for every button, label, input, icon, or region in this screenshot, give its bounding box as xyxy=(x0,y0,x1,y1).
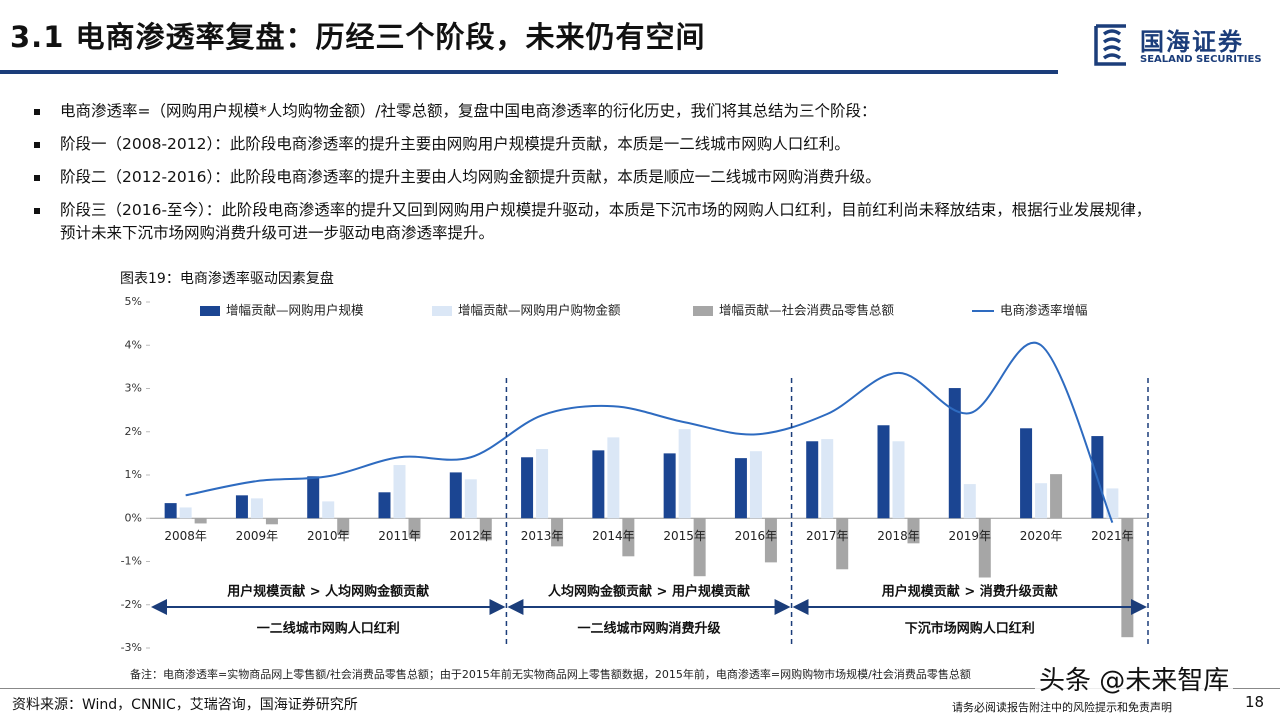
logo-text: 国海证券 xyxy=(1140,28,1244,56)
x-tick-label: 2015年 xyxy=(663,529,706,543)
bar xyxy=(551,518,564,547)
bar xyxy=(536,449,549,519)
phase-label: 下沉市场网购人口红利 xyxy=(905,621,1035,637)
y-tick-label: -1% xyxy=(121,555,142,568)
bar xyxy=(179,507,192,519)
bar xyxy=(1020,428,1033,519)
bar xyxy=(836,518,849,570)
note: 备注：电商渗透率=实物商品网上零售额/社会消费品零售总额；由于2015年前无实物… xyxy=(130,668,971,681)
bar xyxy=(449,472,462,519)
bar xyxy=(693,518,706,577)
phase-label: 一二线城市网购人口红利 xyxy=(257,621,400,637)
bar xyxy=(322,501,335,519)
bar xyxy=(464,479,477,519)
bullet-list: 电商渗透率=（网购用户规模*人均购物金额）/社零总额，复盘中国电商渗透率的衍化历… xyxy=(34,100,1164,255)
bar xyxy=(806,441,819,519)
line xyxy=(185,341,1114,523)
bar xyxy=(1050,474,1063,519)
page-number: 18 xyxy=(1245,693,1265,711)
phase-label: 一二线城市网购消费升级 xyxy=(577,621,721,637)
bar xyxy=(877,425,890,519)
x-tick-label: 2013年 xyxy=(521,529,564,543)
slide-title: 3.1 电商渗透率复盘：历经三个阶段，未来仍有空间 xyxy=(10,20,706,54)
bar xyxy=(235,495,248,519)
disclaimer: 请务必阅读报告附注中的风险提示和免责声明 xyxy=(952,701,1172,714)
bar xyxy=(663,453,676,519)
logo-subtext: SEALAND SECURITIES xyxy=(1140,54,1262,65)
x-tick-label: 2021年 xyxy=(1091,529,1134,543)
x-tick-label: 2016年 xyxy=(735,529,778,543)
chart-caption: 图表19：电商渗透率驱动因素复盘 xyxy=(120,271,334,287)
footer-rule xyxy=(0,688,1280,689)
y-tick-label: 4% xyxy=(125,338,142,351)
legend-label: 增幅贡献—网购用户购物金额 xyxy=(458,303,621,318)
bar xyxy=(1035,483,1048,519)
bar xyxy=(978,518,991,578)
source: 资料来源：Wind，CNNIC，艾瑞咨询，国海证券研究所 xyxy=(12,697,358,713)
bar xyxy=(592,450,605,519)
x-tick-label: 2019年 xyxy=(949,529,992,543)
bar xyxy=(892,441,905,519)
x-tick-label: 2010年 xyxy=(307,529,350,543)
y-tick-label: 0% xyxy=(125,511,142,524)
y-tick-label: 5% xyxy=(125,295,142,308)
bar xyxy=(948,388,961,519)
bar xyxy=(393,465,406,519)
x-tick-label: 2011年 xyxy=(378,529,421,543)
y-tick-label: -2% xyxy=(121,598,142,611)
bar xyxy=(164,503,177,519)
bar xyxy=(963,484,976,519)
x-tick-label: 2008年 xyxy=(164,529,207,543)
bar xyxy=(408,518,421,538)
y-tick-label: -3% xyxy=(121,641,142,654)
bar xyxy=(764,518,777,563)
legend-swatch xyxy=(432,306,452,316)
legend-label: 增幅贡献—社会消费品零售总额 xyxy=(719,303,895,318)
bullet: 阶段一（2008-2012）：此阶段电商渗透率的提升主要由网购用户规模提升贡献，… xyxy=(34,133,1164,156)
bar xyxy=(749,451,762,519)
x-tick-label: 2009年 xyxy=(236,529,279,543)
bar xyxy=(821,439,834,519)
bar xyxy=(479,518,492,541)
bar xyxy=(378,492,391,519)
y-tick-label: 2% xyxy=(125,425,142,438)
bar xyxy=(521,457,534,519)
bar xyxy=(307,476,320,519)
legend-label: 电商渗透率增幅 xyxy=(1000,303,1088,318)
phase-label: 人均网购金额贡献 > 用户规模贡献 xyxy=(548,584,750,600)
legend-swatch xyxy=(693,306,713,316)
bar xyxy=(265,518,278,525)
phase-label: 用户规模贡献 > 消费升级贡献 xyxy=(881,584,1058,600)
logo-icon xyxy=(1094,24,1126,66)
bar xyxy=(734,458,747,519)
bar xyxy=(622,518,635,557)
watermark: 头条 @未来智库 xyxy=(1035,660,1234,697)
x-tick-label: 2017年 xyxy=(806,529,849,543)
bar xyxy=(678,429,691,519)
y-tick-label: 1% xyxy=(125,468,142,481)
logo: 国海证券 SEALAND SECURITIES xyxy=(1090,20,1270,70)
x-tick-label: 2012年 xyxy=(450,529,493,543)
bar xyxy=(250,498,263,519)
bar xyxy=(907,518,920,544)
header-rule xyxy=(0,70,1058,74)
bullet: 阶段二（2012-2016）：此阶段电商渗透率的提升主要由人均网购金额提升贡献，… xyxy=(34,166,1164,189)
x-tick-label: 2018年 xyxy=(877,529,920,543)
x-tick-label: 2014年 xyxy=(592,529,635,543)
bar xyxy=(337,518,350,536)
phase-label: 用户规模贡献 > 人均网购金额贡献 xyxy=(226,584,429,600)
legend-label: 增幅贡献—网购用户规模 xyxy=(226,303,364,318)
x-tick-label: 2020年 xyxy=(1020,529,1063,543)
y-tick-label: 3% xyxy=(125,382,142,395)
bar xyxy=(607,437,620,519)
legend-swatch xyxy=(200,306,220,316)
bar xyxy=(194,518,207,524)
bullet: 电商渗透率=（网购用户规模*人均购物金额）/社零总额，复盘中国电商渗透率的衍化历… xyxy=(34,100,1164,123)
bullet: 阶段三（2016-至今）：此阶段电商渗透率的提升又回到网购用户规模提升驱动，本质… xyxy=(34,199,1164,245)
bar xyxy=(1106,488,1119,519)
